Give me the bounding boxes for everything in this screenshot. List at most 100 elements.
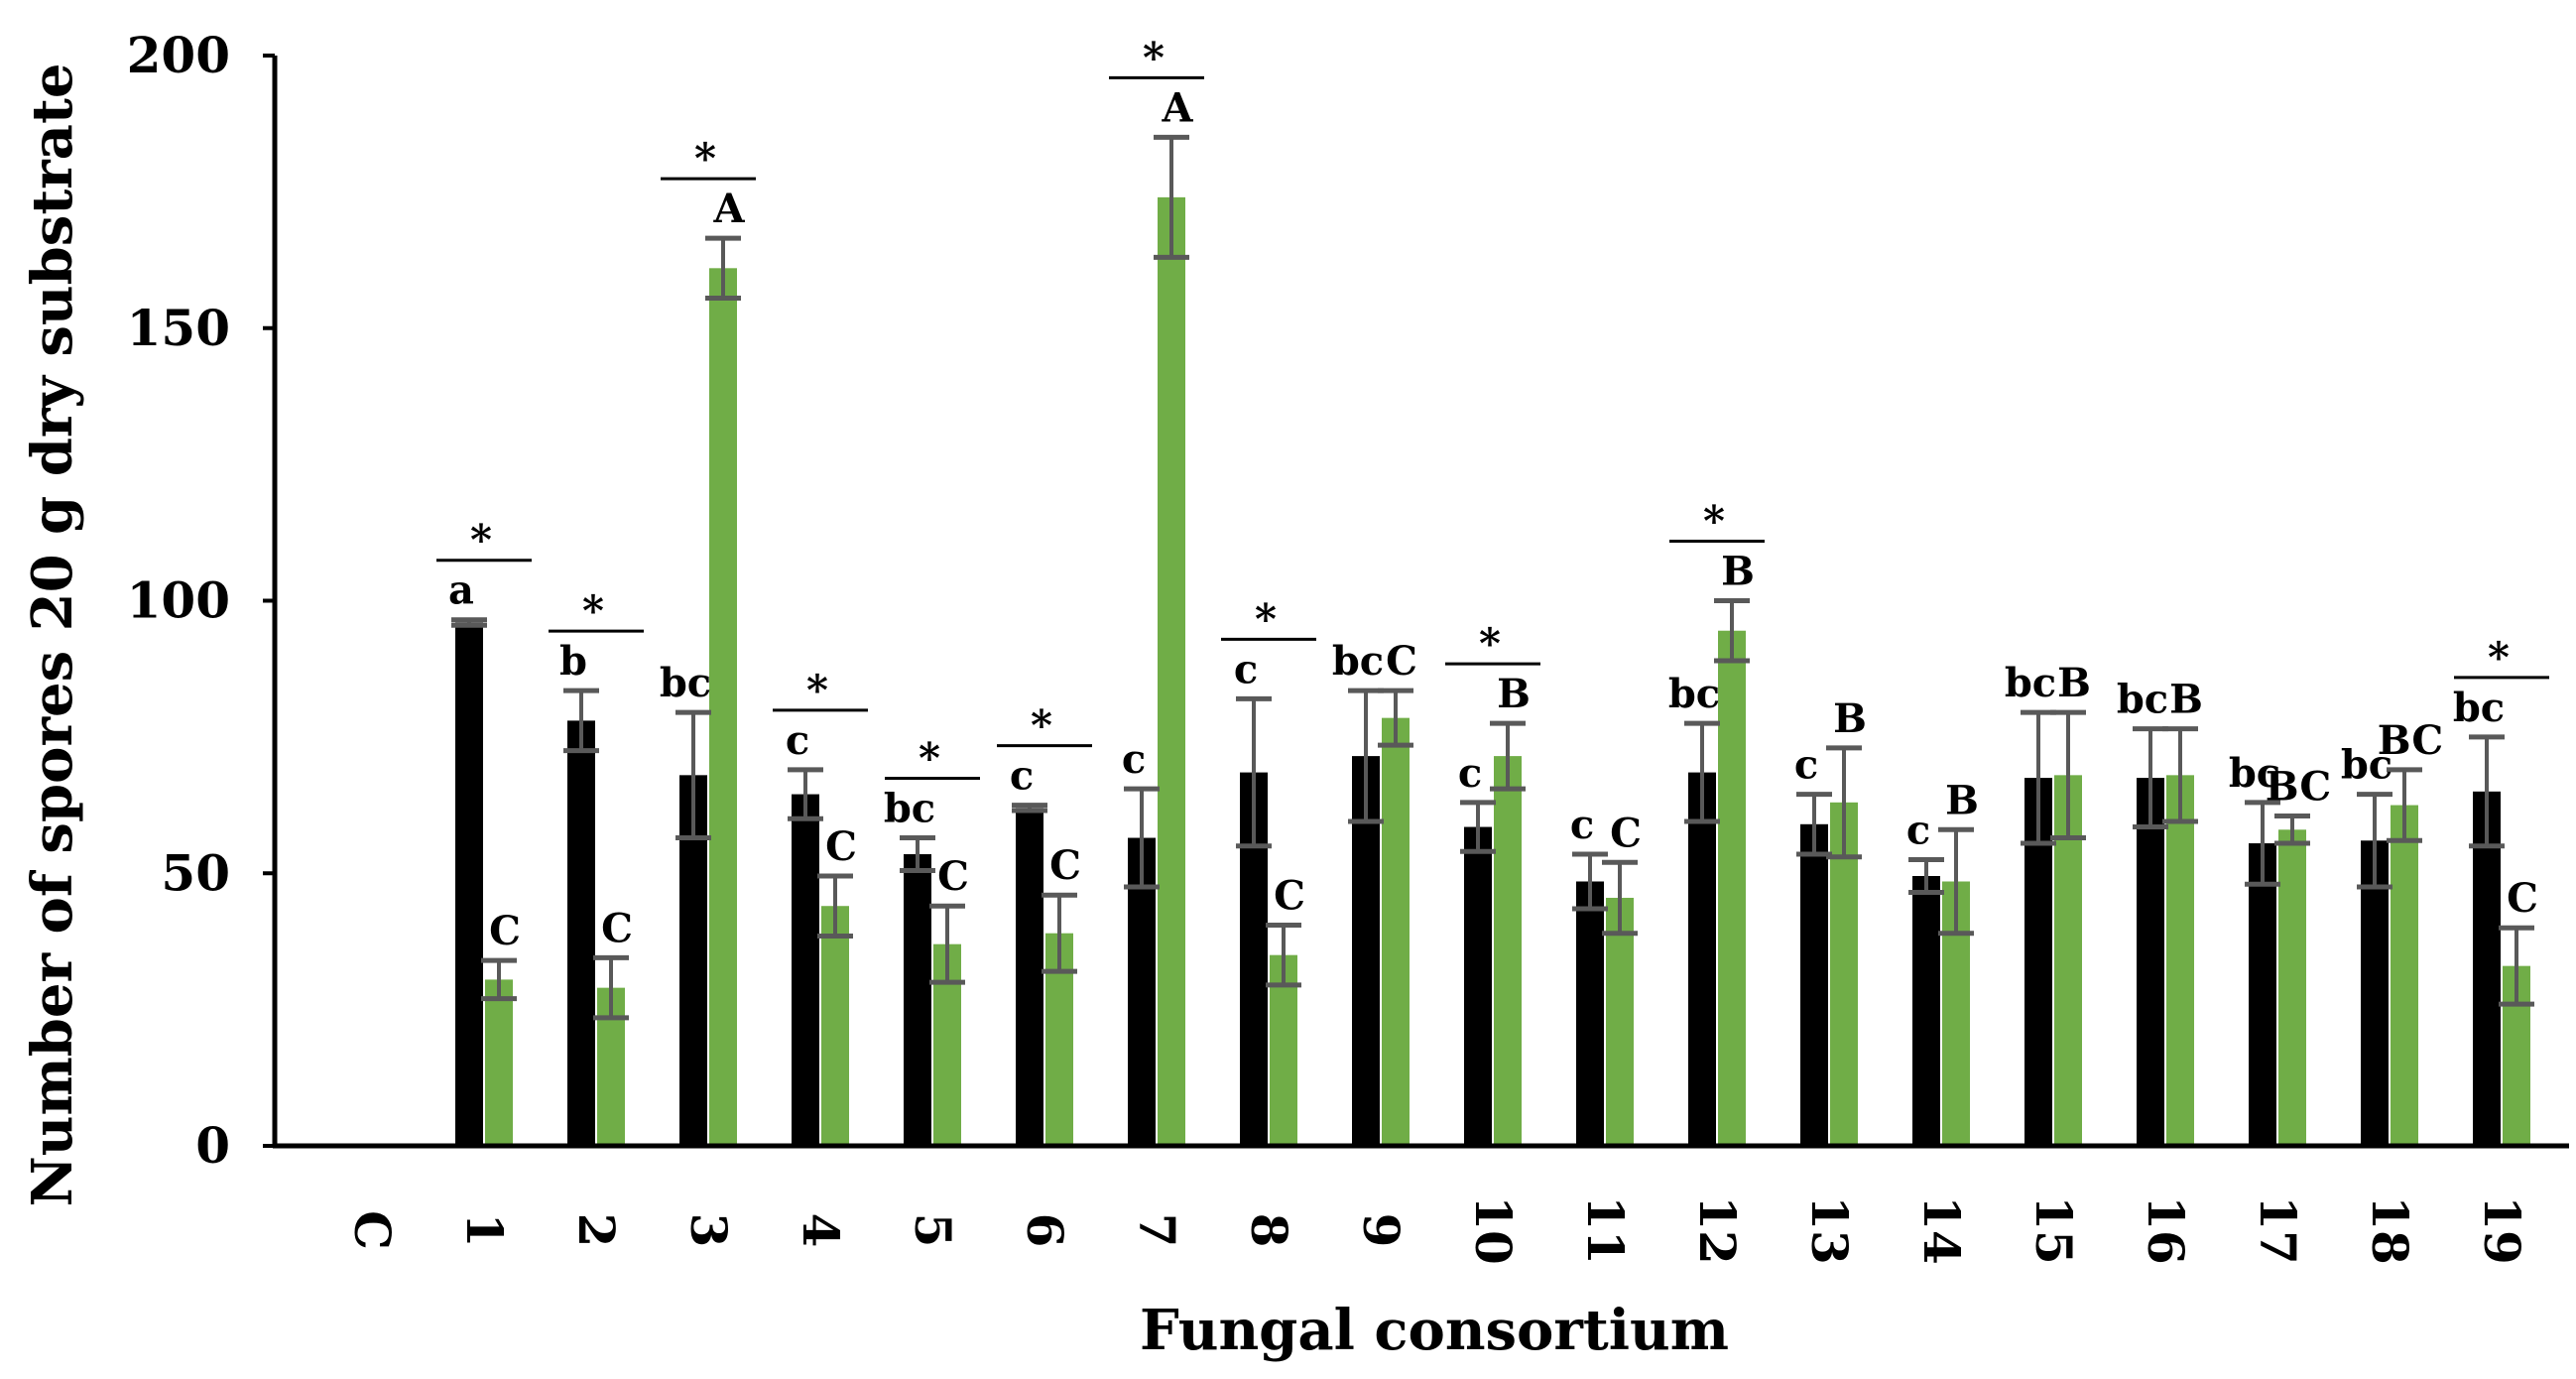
significance-letter: bc [2117, 677, 2168, 723]
x-tick-label: 7 [1128, 1213, 1186, 1248]
significance-letter: C [1049, 842, 1081, 889]
significance-letter: bc [660, 660, 711, 706]
significance-letter: B [2057, 660, 2091, 706]
significance-letter: c [1234, 646, 1258, 692]
bar [1800, 823, 1828, 1146]
bar [1576, 881, 1604, 1146]
significance-letter: c [1794, 742, 1818, 789]
bar [2278, 829, 2306, 1146]
significance-letter: A [1161, 84, 1193, 131]
significance-letter: bc [1668, 671, 1720, 717]
significance-letter: C [825, 823, 857, 870]
significance-letter: bc [2341, 742, 2392, 789]
y-axis-ticks: 0 50 100 150 200 [127, 26, 275, 1175]
significance-letter: C [2507, 875, 2538, 922]
x-tick-label: 8 [1240, 1213, 1298, 1248]
bar [1464, 826, 1492, 1146]
significance-letter: B [1833, 695, 1867, 742]
y-tick-label: 100 [127, 571, 230, 630]
x-tick-label: 2 [567, 1213, 626, 1248]
x-tick-label: C [343, 1210, 402, 1250]
x-tick-label: 3 [679, 1213, 738, 1248]
bar [567, 720, 595, 1146]
x-axis-title: Fungal consortium [1140, 1298, 1729, 1363]
significance-star: * [2488, 633, 2510, 682]
significance-letter: c [1458, 750, 1482, 797]
x-tick-label: 14 [1912, 1195, 1971, 1265]
significance-star: * [694, 134, 716, 183]
x-tick-label: 11 [1576, 1195, 1635, 1265]
significance-stars-layer: * * * * * * * * * * * [436, 33, 2549, 783]
bar [455, 622, 483, 1146]
x-tick-label: 1 [455, 1213, 514, 1248]
significance-letter: c [1570, 802, 1594, 848]
x-tick-label: 6 [1016, 1213, 1074, 1248]
x-axis-ticks: C 1 2 3 4 5 6 7 8 9 10 11 12 13 14 15 16 17 18 19 [343, 1195, 2531, 1265]
x-tick-label: 13 [1800, 1195, 1859, 1265]
bar [2137, 778, 2164, 1146]
significance-letter: BC [2266, 764, 2331, 811]
bar [1688, 772, 1716, 1146]
significance-letter: a [448, 567, 474, 614]
bar [821, 906, 849, 1146]
bar [1382, 717, 1410, 1146]
y-tick-label: 0 [195, 1116, 230, 1175]
bar [1912, 875, 1940, 1146]
significance-letter: c [786, 717, 809, 764]
significance-star: * [1255, 594, 1277, 643]
significance-star: * [919, 734, 940, 783]
significance-letter: B [1721, 549, 1755, 595]
x-tick-label: 5 [904, 1213, 962, 1248]
bar [792, 794, 819, 1146]
bar [1718, 630, 1746, 1146]
x-tick-label: 12 [1688, 1195, 1747, 1265]
significance-letter: bc [884, 786, 935, 832]
significance-letter: b [559, 638, 587, 685]
x-tick-label: 18 [2361, 1195, 2419, 1265]
significance-letter: C [937, 853, 969, 900]
bar [2391, 805, 2418, 1146]
significance-star: * [582, 586, 604, 635]
bar [1830, 802, 1858, 1146]
bar [1158, 196, 1185, 1146]
significance-star: * [470, 516, 492, 564]
bar [1016, 808, 1043, 1146]
error-bars-layer [451, 134, 2534, 1021]
significance-star: * [1703, 497, 1725, 546]
x-tick-label: 19 [2473, 1195, 2531, 1265]
x-tick-label: 4 [792, 1213, 850, 1248]
y-tick-label: 50 [161, 843, 230, 902]
significance-letter: bc [2005, 660, 2056, 706]
bar [2249, 843, 2276, 1146]
significance-letter: C [1274, 872, 1305, 919]
bar [2166, 775, 2194, 1146]
bar [1606, 897, 1634, 1146]
x-tick-label: 10 [1464, 1195, 1523, 1265]
x-tick-label: 17 [2249, 1195, 2307, 1265]
significance-star: * [1143, 33, 1165, 81]
significance-star: * [1479, 619, 1501, 668]
bar [485, 979, 513, 1146]
significance-star: * [806, 666, 828, 714]
significance-letter: c [1906, 808, 1930, 854]
significance-letter: C [489, 908, 521, 954]
bar [2361, 840, 2389, 1146]
significance-letter: c [1122, 736, 1146, 783]
significance-letter: B [1497, 671, 1531, 717]
significance-letter: bc [2229, 750, 2280, 797]
significance-letter: B [1945, 777, 1979, 823]
bar [904, 854, 931, 1146]
significance-letter: BC [2378, 717, 2443, 764]
x-tick-label: 9 [1352, 1213, 1411, 1248]
significance-letter: bc [2453, 685, 2505, 731]
bar [1494, 756, 1522, 1146]
significance-letter: c [1010, 753, 1034, 800]
x-tick-label: 16 [2137, 1195, 2195, 1265]
significance-star: * [1031, 701, 1052, 750]
bar [2473, 791, 2501, 1146]
x-tick-label: 15 [2024, 1195, 2083, 1265]
significance-letter: B [2169, 677, 2203, 723]
y-tick-label: 150 [127, 299, 230, 357]
